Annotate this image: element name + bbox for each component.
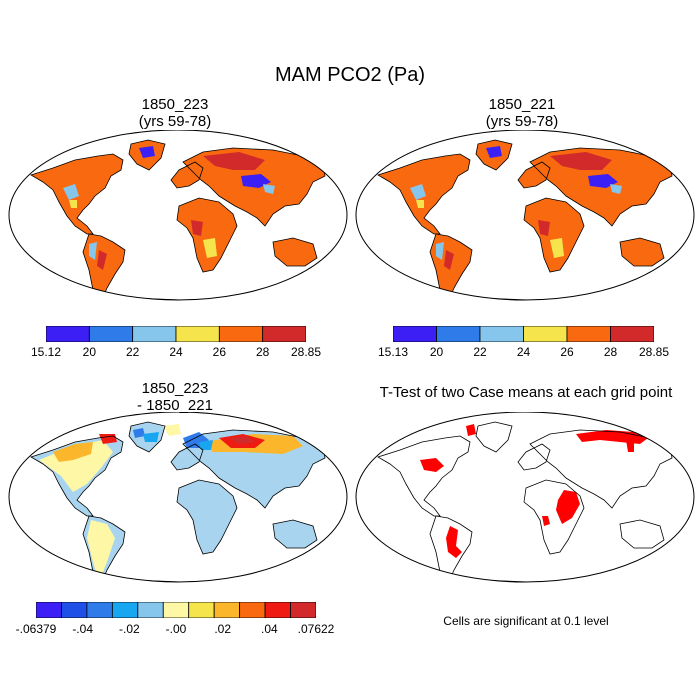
colorbar-swatch — [290, 601, 317, 619]
mid-pco2-region — [410, 184, 622, 260]
colorbar-swatch — [392, 325, 437, 343]
panel-title-top-left-line2: (yrs 59-78) — [138, 113, 212, 130]
colorbar-top-left-swatches — [45, 325, 307, 343]
colorbar-top-left — [45, 325, 307, 343]
colorbar-swatch — [111, 601, 139, 619]
colorbar-top-left-labels: 15.12 20 22 24 26 28 28.85 — [31, 345, 321, 361]
colorbar-label: .02 — [214, 622, 231, 636]
panel-title-bottom-right: T-Test of two Case means at each grid po… — [379, 384, 673, 401]
colorbar-label: 28.85 — [290, 345, 322, 359]
colorbar-swatch — [45, 325, 90, 343]
panel-title-top-right-line1: 1850_221 — [488, 96, 556, 113]
panel-title-top-left: 1850_223 (yrs 59-78) — [75, 96, 275, 130]
land-fill — [31, 140, 333, 300]
panel-title-bottom-left-line2: - 1850_221 — [137, 397, 213, 414]
colorbar-swatch — [262, 325, 307, 343]
map-bottom-left — [8, 412, 348, 583]
colorbar-swatch — [239, 601, 266, 619]
colorbar-top-right — [392, 325, 655, 343]
colorbar-swatch — [523, 325, 568, 343]
colorbar-swatch — [213, 601, 241, 619]
colorbar-label: 28.85 — [638, 345, 670, 359]
colorbar-swatch — [436, 325, 481, 343]
colorbar-top-right-swatches — [392, 325, 655, 343]
colorbar-swatch — [86, 601, 113, 619]
land-fill — [378, 140, 680, 300]
colorbar-label: -.06379 — [15, 622, 57, 636]
colorbar-swatch — [175, 325, 220, 343]
colorbar-label: 22 — [125, 345, 140, 359]
colorbar-bottom-left-labels: -.06379 -.04 -.02 -.00 .02 .04 .07622 — [16, 622, 335, 638]
colorbar-swatch — [610, 325, 655, 343]
high-pco2-region — [97, 152, 265, 270]
colorbar-label: 15.12 — [30, 345, 62, 359]
colorbar-label: 24 — [169, 345, 183, 359]
colorbar-bottom-left — [35, 601, 317, 619]
max-positive-region — [229, 436, 255, 444]
colorbar-label: 20 — [82, 345, 97, 359]
significance-note: Cells are significant at 0.1 level — [443, 614, 609, 628]
colorbar-label: 22 — [473, 345, 487, 359]
colorbar-label: -.02 — [118, 622, 140, 636]
panel-title-top-right-line2: (yrs 59-78) — [485, 113, 559, 130]
map-top-right — [355, 130, 695, 301]
coastlines — [377, 421, 681, 582]
yellow-region — [416, 200, 564, 258]
map-bottom-right — [355, 412, 695, 583]
colorbar-swatch — [132, 325, 177, 343]
colorbar-top-right-labels: 15.13 20 22 24 26 28 28.85 — [378, 345, 669, 361]
high-pco2-region — [444, 152, 612, 270]
colorbar-swatch — [35, 601, 62, 619]
mid-pco2-region — [63, 184, 275, 260]
panel-title-top-right: 1850_221 (yrs 59-78) — [422, 96, 622, 130]
colorbar-label: -.00 — [165, 622, 187, 636]
colorbar-label: 26 — [560, 345, 574, 359]
colorbar-label: 28 — [255, 345, 270, 359]
mild-negative-region — [143, 432, 213, 450]
main-title: MAM PCO2 (Pa) — [274, 64, 426, 86]
significant-cells — [420, 424, 680, 582]
colorbar-label: -.04 — [72, 622, 93, 636]
colorbar-swatch — [61, 601, 88, 619]
colorbar-swatch — [137, 601, 164, 619]
colorbar-label: .07622 — [297, 622, 335, 636]
colorbar-bottom-left-swatches — [35, 601, 317, 619]
colorbar-swatch — [88, 325, 134, 343]
colorbar-label: 24 — [516, 345, 531, 359]
map-top-left — [8, 130, 348, 301]
panel-title-top-left-line1: 1850_223 — [141, 96, 209, 113]
colorbar-swatch — [264, 601, 291, 619]
colorbar-label: 20 — [429, 345, 444, 359]
colorbar-label: 28 — [603, 345, 618, 359]
colorbar-swatch — [479, 325, 524, 343]
colorbar-swatch — [188, 601, 215, 619]
panel-title-bottom-left-line1: 1850_223 — [141, 380, 209, 397]
colorbar-swatch — [162, 601, 190, 619]
colorbar-label: 15.13 — [377, 345, 409, 359]
panel-title-bottom-left: 1850_223 - 1850_221 — [75, 380, 275, 414]
yellow-region — [69, 200, 217, 258]
colorbar-label: 26 — [212, 345, 227, 359]
colorbar-label: .04 — [260, 622, 278, 636]
colorbar-swatch — [566, 325, 611, 343]
colorbar-swatch — [218, 325, 264, 343]
